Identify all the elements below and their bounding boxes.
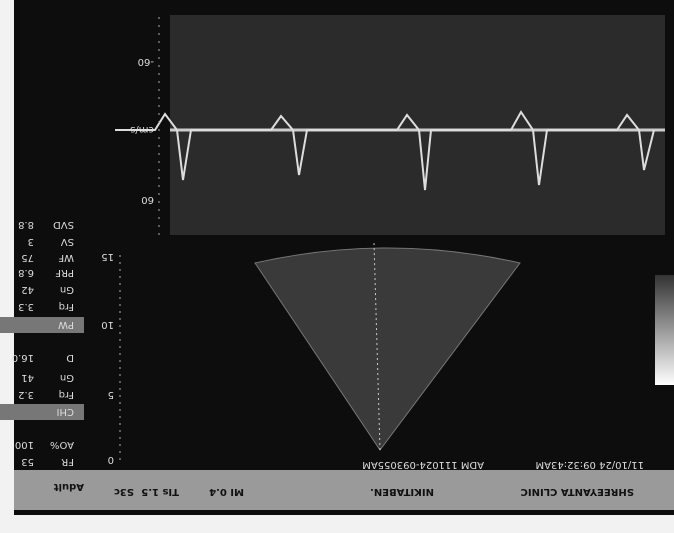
preset: Adult <box>54 481 84 492</box>
depth-label: 10 <box>101 319 114 330</box>
param-label: FR <box>61 456 74 467</box>
param-value: 3.2 <box>18 389 34 400</box>
waveform <box>115 110 655 191</box>
param-value: 100 <box>15 439 34 450</box>
param-label: Gn <box>60 284 74 295</box>
doppler-panel <box>170 15 665 235</box>
velocity-unit: cm/s <box>130 124 154 135</box>
param-value: 53 <box>21 456 34 467</box>
tis: TIs 1.5 <box>141 486 179 497</box>
mi: MI 0.4 <box>209 486 244 497</box>
gray-bar <box>655 275 674 385</box>
depth-label: 5 <box>108 389 114 400</box>
param-value: 8.8 <box>18 219 34 230</box>
patient: NIKITABEN. <box>370 486 434 497</box>
datetime: 11/10/24 09:32:43AM <box>536 459 644 470</box>
param-label: CHI <box>57 406 74 417</box>
depth-label: 0 <box>108 454 114 465</box>
param-value: 75 <box>21 252 34 263</box>
param-label: WF <box>58 252 74 263</box>
probe: S3c <box>114 486 134 497</box>
param-value: 16.0 <box>12 352 34 363</box>
param-highlight <box>0 404 84 420</box>
b-mode-sector <box>254 247 521 451</box>
header: SHREEYANTA CLINIC NIKITABEN. MI 0.4 TIs … <box>54 481 634 497</box>
header-bar <box>14 470 674 510</box>
clinic: SHREEYANTA CLINIC <box>521 486 634 497</box>
param-label: SVD <box>53 219 74 230</box>
param-label: PW <box>58 319 74 330</box>
param-label: SV <box>61 236 74 247</box>
param-value: 3.3 <box>18 301 34 312</box>
exam-id: ADM 111024-093055AM <box>362 459 484 470</box>
param-label: D <box>66 352 74 363</box>
param-label: Gn <box>60 372 74 383</box>
param-label: Frq <box>59 301 74 312</box>
param-label: AO% <box>50 439 74 450</box>
velocity-bottom: 60 <box>141 194 154 205</box>
depth-label: 15 <box>101 251 114 262</box>
velocity-top: -60 <box>138 56 154 67</box>
param-label: Frq <box>59 389 74 400</box>
param-value: 42 <box>21 284 34 295</box>
param-value: 41 <box>21 372 34 383</box>
param-value: 6.8 <box>18 267 34 278</box>
param-value: 3 <box>28 236 34 247</box>
param-highlight <box>0 317 84 333</box>
param-label: PRF <box>55 267 74 278</box>
